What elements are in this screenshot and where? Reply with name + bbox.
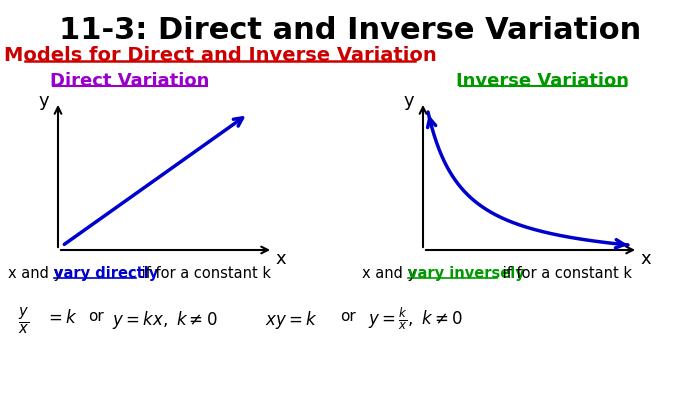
Text: if for a constant k: if for a constant k	[137, 266, 271, 280]
Text: if for a constant k: if for a constant k	[498, 266, 632, 280]
Text: $y = kx,\ k \neq 0$: $y = kx,\ k \neq 0$	[112, 308, 218, 330]
Text: vary directly: vary directly	[54, 266, 158, 280]
Text: $= k$: $= k$	[45, 308, 78, 326]
Text: x and y: x and y	[362, 266, 421, 280]
Text: x: x	[276, 249, 286, 267]
Text: 11-3: Direct and Inverse Variation: 11-3: Direct and Inverse Variation	[59, 16, 641, 45]
Text: $\frac{y}{x}$: $\frac{y}{x}$	[18, 305, 29, 337]
Text: y: y	[38, 92, 49, 110]
Text: $xy = k$: $xy = k$	[265, 308, 318, 330]
Text: x and y: x and y	[8, 266, 66, 280]
Text: y: y	[404, 92, 414, 110]
Text: x: x	[640, 249, 651, 267]
Text: $y = \frac{k}{x},\ k \neq 0$: $y = \frac{k}{x},\ k \neq 0$	[368, 305, 463, 332]
Text: Inverse Variation: Inverse Variation	[456, 72, 629, 90]
Text: Direct Variation: Direct Variation	[50, 72, 210, 90]
Text: or: or	[88, 308, 104, 323]
Text: or: or	[340, 308, 356, 323]
Text: Models for Direct and Inverse Variation: Models for Direct and Inverse Variation	[4, 46, 436, 65]
Text: vary inversely: vary inversely	[408, 266, 525, 280]
